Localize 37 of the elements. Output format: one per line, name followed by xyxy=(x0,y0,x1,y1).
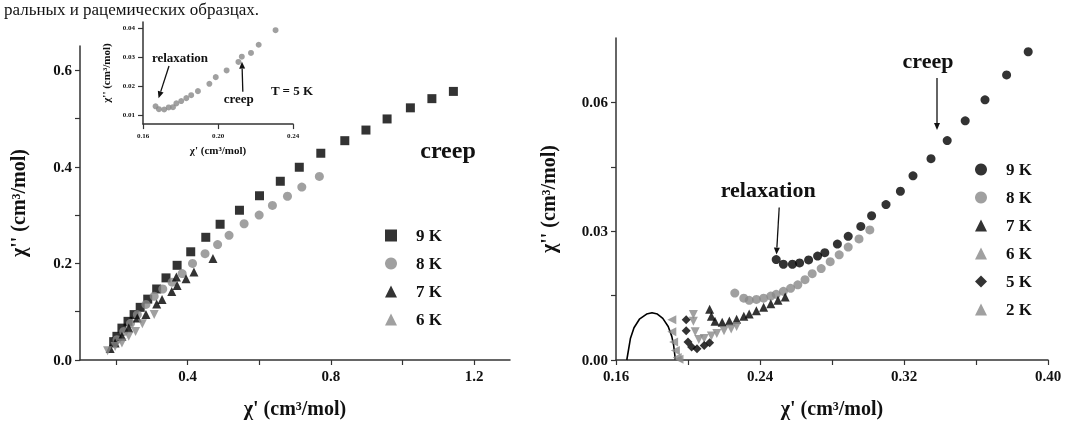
legend-label: 7 K xyxy=(1006,216,1033,235)
y-tick-label: 0.00 xyxy=(581,352,608,368)
x-tick-label: 0.4 xyxy=(178,367,198,384)
y-tick-label: 0.4 xyxy=(53,158,73,175)
x-tick-label: 0.32 xyxy=(890,367,918,384)
legend-label: 9 K xyxy=(416,226,443,245)
text: ральных и рацемических образцах. xyxy=(4,0,260,20)
x-tick-label: 0.16 xyxy=(602,367,630,384)
legend-label: 8 K xyxy=(416,254,443,273)
x-tick-label: 0.24 xyxy=(746,367,774,384)
x-axis-title: χ' (cm³/mol) xyxy=(779,397,884,420)
legend-label: 9 K xyxy=(1006,160,1033,179)
y-tick-label: 0.2 xyxy=(53,255,72,272)
y-tick-label: 0.0 xyxy=(53,352,72,368)
legend-label: 5 K xyxy=(1006,272,1033,291)
legend-label: 2 K xyxy=(1006,300,1033,319)
annotation: creep xyxy=(902,48,954,74)
y-tick-label: 0.06 xyxy=(581,94,609,111)
y-axis-title: χ'' (cm³/mol) xyxy=(537,145,560,254)
y-axis-title: χ'' (cm³/mol) xyxy=(99,43,113,104)
legend-label: 8 K xyxy=(1006,188,1033,207)
y-tick-label: 0.6 xyxy=(53,62,73,79)
x-axis-title: χ' (cm³/mol) xyxy=(188,143,247,157)
legend-label: 6 K xyxy=(1006,244,1033,263)
annotation: relaxation xyxy=(720,176,816,203)
x-axis-title: χ' (cm³/mol) xyxy=(242,397,347,420)
annotation: relaxation xyxy=(151,50,209,66)
legend-label: 6 K xyxy=(416,310,443,329)
legend-label: 7 K xyxy=(416,282,443,301)
annotation: creep xyxy=(420,136,476,164)
annotation: T = 5 K xyxy=(270,83,314,99)
x-tick-label: 0.40 xyxy=(1034,367,1062,384)
annotation: creep xyxy=(223,90,254,107)
y-tick-label: 0.03 xyxy=(581,223,608,240)
x-tick-label: 0.8 xyxy=(321,367,341,384)
y-axis-title: χ'' (cm³/mol) xyxy=(7,149,30,258)
x-tick-label: 1.2 xyxy=(464,367,484,384)
